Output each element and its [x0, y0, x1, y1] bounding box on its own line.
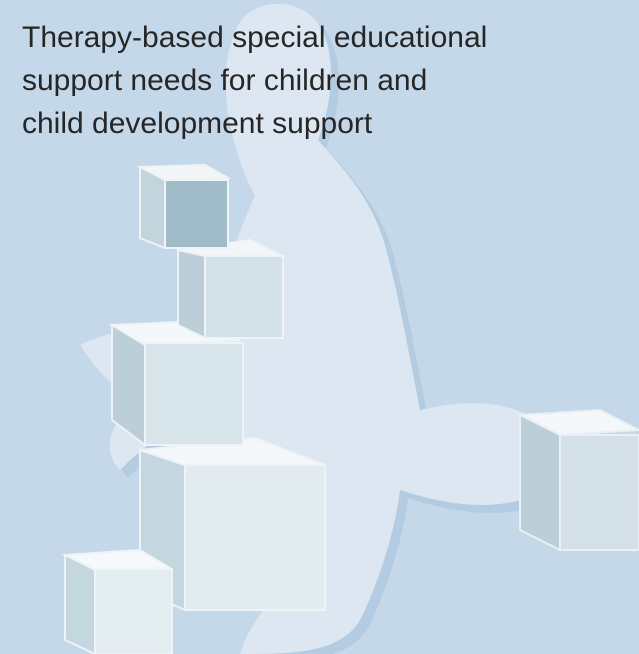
cube — [520, 410, 639, 550]
cube — [112, 322, 243, 445]
page: {"heading": {"lines": ["Therapy-based sp… — [0, 0, 639, 654]
cube — [65, 550, 172, 654]
heading-line: Therapy-based special educational — [22, 21, 487, 54]
heading-line: child development support — [22, 107, 373, 140]
cube — [178, 240, 283, 338]
illustration: Therapy-based special educational suppor… — [0, 0, 639, 654]
cube — [140, 165, 228, 248]
heading-line: support needs for children and — [22, 64, 427, 97]
